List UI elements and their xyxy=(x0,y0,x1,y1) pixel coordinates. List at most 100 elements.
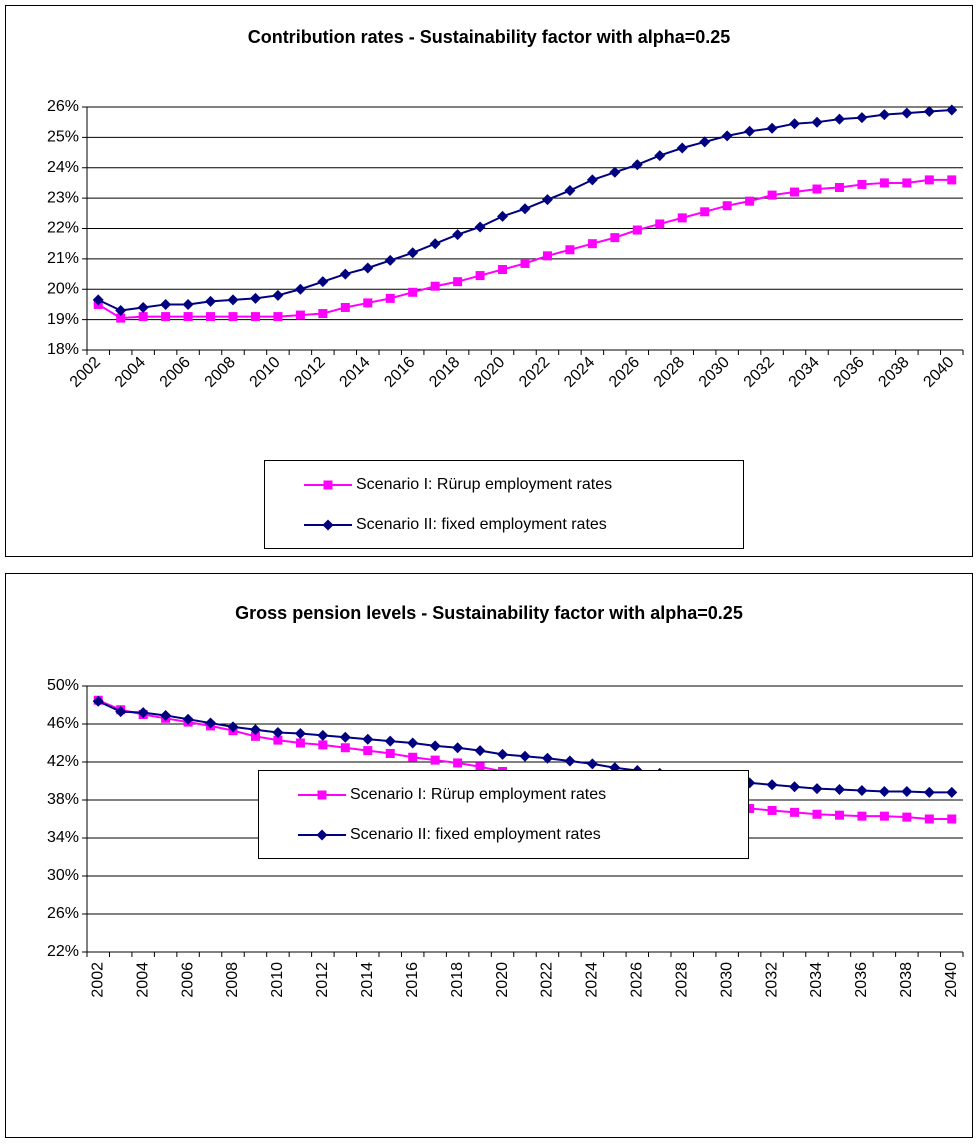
marker xyxy=(790,187,800,197)
marker xyxy=(92,695,104,707)
marker xyxy=(249,292,261,304)
marker xyxy=(228,312,238,322)
legend-label: Scenario I: Rürup employment rates xyxy=(350,786,606,803)
marker xyxy=(789,118,801,130)
marker xyxy=(92,294,104,306)
marker xyxy=(273,735,283,745)
marker xyxy=(183,312,193,322)
marker xyxy=(833,113,845,125)
marker xyxy=(137,707,149,719)
marker xyxy=(474,745,486,757)
marker xyxy=(429,238,441,250)
marker xyxy=(137,301,149,313)
marker xyxy=(363,746,373,756)
marker xyxy=(609,166,621,178)
legend-label: Scenario I: Rürup employment rates xyxy=(356,476,612,493)
marker xyxy=(408,752,418,762)
x-tick-label: 2034 xyxy=(808,962,825,998)
y-tick-label: 22% xyxy=(47,220,79,237)
marker xyxy=(857,811,867,821)
marker xyxy=(722,201,732,211)
marker xyxy=(700,207,710,217)
marker xyxy=(323,480,333,490)
marker xyxy=(947,175,957,185)
marker xyxy=(699,136,711,148)
marker xyxy=(318,740,328,750)
marker xyxy=(766,779,778,791)
marker xyxy=(901,107,913,119)
marker xyxy=(430,755,440,765)
marker xyxy=(654,150,666,162)
marker xyxy=(812,809,822,819)
marker xyxy=(317,276,329,288)
marker xyxy=(878,109,890,121)
marker xyxy=(834,810,844,820)
marker xyxy=(115,706,127,718)
marker xyxy=(362,733,374,745)
marker xyxy=(834,182,844,192)
marker xyxy=(362,262,374,274)
marker xyxy=(610,233,620,243)
marker xyxy=(946,786,958,798)
marker xyxy=(902,812,912,822)
marker xyxy=(924,814,934,824)
marker xyxy=(767,805,777,815)
marker xyxy=(655,219,665,229)
marker xyxy=(363,298,373,308)
x-tick-label: 2020 xyxy=(494,962,511,998)
x-tick-label: 2018 xyxy=(449,962,466,998)
x-tick-label: 2032 xyxy=(763,962,780,998)
x-tick-label: 2022 xyxy=(539,962,556,998)
y-tick-label: 19% xyxy=(47,311,79,328)
marker xyxy=(745,196,755,206)
marker xyxy=(250,312,260,322)
marker xyxy=(250,731,260,741)
y-tick-label: 18% xyxy=(47,341,79,358)
x-tick-label: 2038 xyxy=(898,962,915,998)
x-tick-label: 2036 xyxy=(853,962,870,998)
x-tick-label: 2026 xyxy=(629,962,646,998)
marker xyxy=(856,112,868,124)
marker xyxy=(384,254,396,266)
marker xyxy=(924,175,934,185)
marker xyxy=(586,758,598,770)
marker xyxy=(206,312,216,322)
marker xyxy=(339,731,351,743)
x-tick-label: 2028 xyxy=(673,962,690,998)
marker xyxy=(811,783,823,795)
x-tick-label: 2010 xyxy=(269,962,286,998)
marker xyxy=(677,213,687,223)
marker xyxy=(565,245,575,255)
y-tick-label: 42% xyxy=(47,753,79,770)
marker xyxy=(340,302,350,312)
marker xyxy=(272,289,284,301)
y-tick-label: 26% xyxy=(47,98,79,115)
marker xyxy=(767,190,777,200)
marker xyxy=(946,104,958,116)
marker xyxy=(586,174,598,186)
y-tick-label: 26% xyxy=(47,905,79,922)
marker xyxy=(182,713,194,725)
y-tick-label: 24% xyxy=(47,159,79,176)
marker xyxy=(923,786,935,798)
marker xyxy=(161,312,171,322)
marker xyxy=(294,283,306,295)
marker xyxy=(294,728,306,739)
marker xyxy=(295,310,305,320)
marker xyxy=(316,829,328,841)
marker xyxy=(811,116,823,128)
y-tick-label: 46% xyxy=(47,715,79,732)
x-tick-label: 2014 xyxy=(359,962,376,998)
marker xyxy=(587,239,597,249)
marker xyxy=(520,258,530,268)
marker xyxy=(745,804,755,814)
marker xyxy=(947,814,957,824)
legend-label: Scenario II: fixed employment rates xyxy=(350,826,601,843)
marker xyxy=(878,785,890,797)
marker xyxy=(542,251,552,261)
marker xyxy=(249,724,261,736)
marker xyxy=(497,748,509,760)
marker xyxy=(273,312,283,322)
marker xyxy=(115,305,127,317)
